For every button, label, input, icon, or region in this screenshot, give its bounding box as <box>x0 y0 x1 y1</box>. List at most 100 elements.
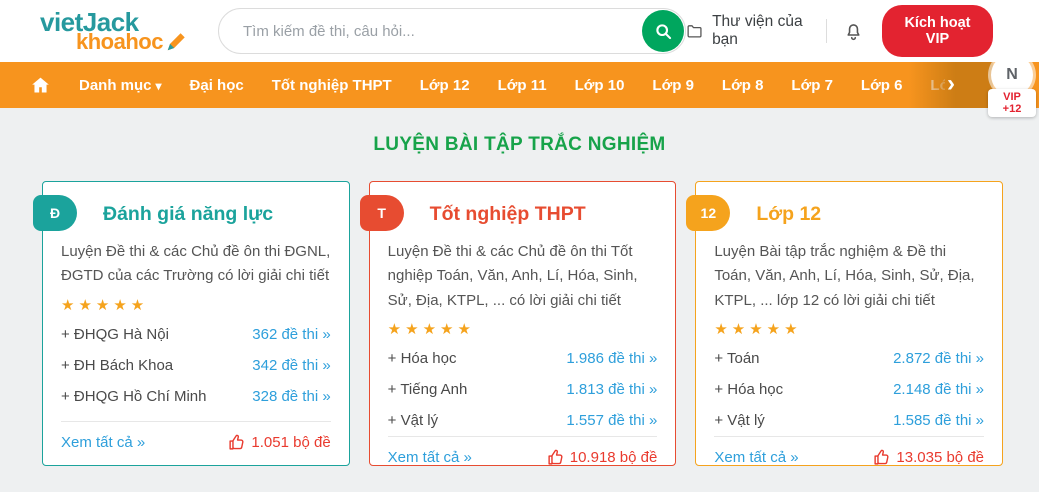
card-list: + ĐHQG Hà Nội 362 đề thi » + ĐH Bách Kho… <box>61 319 331 412</box>
rating-stars: ★★★★★ <box>714 320 802 338</box>
search-button[interactable] <box>642 10 684 52</box>
card-total: 13.035 bộ đề <box>873 449 984 466</box>
list-item-link[interactable]: 1.585 đề thi » <box>893 411 985 429</box>
card-total-text: 1.051 bộ đề <box>251 434 331 451</box>
library-link[interactable]: Thư viện của bạn <box>686 13 810 49</box>
list-item: + ĐH Bách Khoa 342 đề thi » <box>61 350 331 381</box>
card-footer: Xem tất cả » 13.035 bộ đề <box>714 435 985 466</box>
search-icon <box>655 23 671 39</box>
nav-item-dai-hoc[interactable]: Đại học <box>189 76 244 94</box>
list-item-label: + Tiếng Anh <box>387 380 468 398</box>
notifications-button[interactable] <box>843 21 864 42</box>
main-content: LUYỆN BÀI TẬP TRẮC NGHIỆM Đ Đánh giá năn… <box>0 108 1039 466</box>
list-item-label: + ĐH Bách Khoa <box>61 356 174 374</box>
thumbs-up-icon <box>229 434 244 450</box>
card-description: Luyện Đề thi & các Chủ đề ôn thi Tốt ngh… <box>387 243 638 309</box>
cards-row: Đ Đánh giá năng lực Luyện Đề thi & các C… <box>33 181 1004 466</box>
nav-item-danh-muc[interactable]: Danh mục ▾ <box>79 76 162 94</box>
nav-item-tot-nghiep-thpt[interactable]: Tốt nghiệp THPT <box>271 76 392 94</box>
card-description: Luyện Bài tập trắc nghiệm & Đề thi Toán,… <box>714 243 975 309</box>
list-item: + ĐHQG Hà Nội 362 đề thi » <box>61 319 331 350</box>
header-actions: Thư viện của bạn Kích hoạt VIP <box>686 5 993 57</box>
card-badge: T <box>359 195 404 231</box>
page-title: LUYỆN BÀI TẬP TRẮC NGHIỆM <box>373 134 666 155</box>
logo-text-khoahoc: khoahoc <box>76 29 163 54</box>
library-label: Thư viện của bạn <box>712 13 803 48</box>
card-total-text: 13.035 bộ đề <box>896 448 985 466</box>
list-item: + Toán 2.872 đề thi » <box>714 343 984 374</box>
home-button[interactable] <box>30 75 51 96</box>
list-item: + ĐHQG Hồ Chí Minh 328 đề thi » <box>61 381 331 412</box>
card-list: + Hóa học 1.986 đề thi » + Tiếng Anh 1.8… <box>388 343 658 436</box>
rating-stars: ★★★★★ <box>61 296 149 314</box>
list-item: + Vật lý 1.557 đề thi » <box>388 405 658 436</box>
folder-icon <box>687 24 702 37</box>
list-item: + Vật lý 1.585 đề thi » <box>714 405 984 436</box>
list-item-link[interactable]: 1.557 đề thi » <box>566 411 658 429</box>
card-footer: Xem tất cả » 1.051 bộ đề <box>61 421 331 451</box>
nav-item-lop-12[interactable]: Lớp 12 <box>419 76 470 94</box>
nav-list: Danh mục ▾ Đại học Tốt nghiệp THPT Lớp 12… <box>65 64 945 107</box>
list-item-label: + Hóa học <box>714 380 784 398</box>
user-menu: N VIP +12 <box>988 54 1036 117</box>
logo-text-vietjack: vietJack <box>40 7 139 37</box>
bell-icon <box>847 23 860 40</box>
list-item-label: + ĐHQG Hà Nội <box>61 325 169 343</box>
list-item-label: + ĐHQG Hồ Chí Minh <box>61 387 207 405</box>
pencil-icon <box>167 33 185 51</box>
list-item-link[interactable]: 328 đề thi » <box>252 387 331 405</box>
header: vietJack khoahoc Thư v <box>0 0 1039 62</box>
thumbs-up-icon <box>548 449 563 465</box>
list-item-link[interactable]: 1.986 đề thi » <box>566 349 658 367</box>
nav-item-lop-7[interactable]: Lớp 7 <box>791 76 833 94</box>
view-all-link[interactable]: Xem tất cả » <box>61 434 146 451</box>
list-item-link[interactable]: 342 đề thi » <box>252 356 331 374</box>
thumbs-up-icon <box>874 449 889 465</box>
list-item: + Hóa học 1.986 đề thi » <box>388 343 658 374</box>
card-badge: 12 <box>686 195 731 231</box>
site-logo[interactable]: vietJack khoahoc <box>40 9 218 53</box>
list-item-link[interactable]: 2.148 đề thi » <box>893 380 985 398</box>
rating-stars: ★★★★★ <box>387 320 475 338</box>
card-lop-12: 12 Lớp 12 Luyện Bài tập trắc nghiệm & Đề… <box>686 181 1004 466</box>
home-icon <box>32 77 49 92</box>
card-total: 10.918 bộ đề <box>547 448 658 466</box>
card-list: + Toán 2.872 đề thi » + Hóa học 2.148 đề… <box>714 343 984 436</box>
list-item-label: + Toán <box>714 349 760 367</box>
card-description: Luyện Đề thi & các Chủ đề ôn thi ĐGNL, Đ… <box>61 243 331 285</box>
card-footer: Xem tất cả » 10.918 bộ đề <box>387 435 658 466</box>
card-title[interactable]: Tốt nghiệp THPT <box>429 203 586 225</box>
card-tot-nghiep-thpt: T Tốt nghiệp THPT Luyện Đề thi & các Chủ… <box>359 181 677 466</box>
list-item-label: + Vật lý <box>387 411 439 429</box>
card-title[interactable]: Lớp 12 <box>756 203 822 225</box>
card-total: 1.051 bộ đề <box>228 434 331 451</box>
card-title[interactable]: Đánh giá năng lực <box>103 203 274 225</box>
list-item-label: + Hóa học <box>387 349 457 367</box>
list-item-link[interactable]: 362 đề thi » <box>252 325 331 343</box>
nav-more-button[interactable]: › <box>909 62 993 108</box>
vip-count-badge: VIP +12 <box>988 89 1036 117</box>
list-item: + Hóa học 2.148 đề thi » <box>714 374 984 405</box>
card-total-text: 10.918 bộ đề <box>569 448 658 466</box>
view-all-link[interactable]: Xem tất cả » <box>714 448 799 466</box>
chevron-down-icon: ▾ <box>155 78 162 93</box>
list-item: + Tiếng Anh 1.813 đề thi » <box>388 374 658 405</box>
view-all-link[interactable]: Xem tất cả » <box>387 448 472 466</box>
main-nav: Danh mục ▾ Đại học Tốt nghiệp THPT Lớp 12… <box>0 54 1039 117</box>
list-item-label: + Vật lý <box>714 411 765 429</box>
list-item-link[interactable]: 2.872 đề thi » <box>893 349 985 367</box>
chevron-right-icon: › <box>947 69 955 97</box>
nav-item-lop-6[interactable]: Lớp 6 <box>860 76 903 94</box>
search-bar <box>218 8 686 54</box>
nav-item-lop-11[interactable]: Lớp 11 <box>497 76 547 94</box>
card-danh-gia-nang-luc: Đ Đánh giá năng lực Luyện Đề thi & các C… <box>33 181 350 466</box>
search-input[interactable] <box>218 8 686 54</box>
card-badge: Đ <box>33 195 77 231</box>
header-divider <box>826 19 827 43</box>
nav-item-lop-10[interactable]: Lớp 10 <box>574 76 625 94</box>
nav-item-lop-9[interactable]: Lớp 9 <box>652 76 694 94</box>
nav-item-lop-8[interactable]: Lớp 8 <box>721 76 764 94</box>
list-item-link[interactable]: 1.813 đề thi » <box>566 380 658 398</box>
activate-vip-button[interactable]: Kích hoạt VIP <box>881 5 993 57</box>
